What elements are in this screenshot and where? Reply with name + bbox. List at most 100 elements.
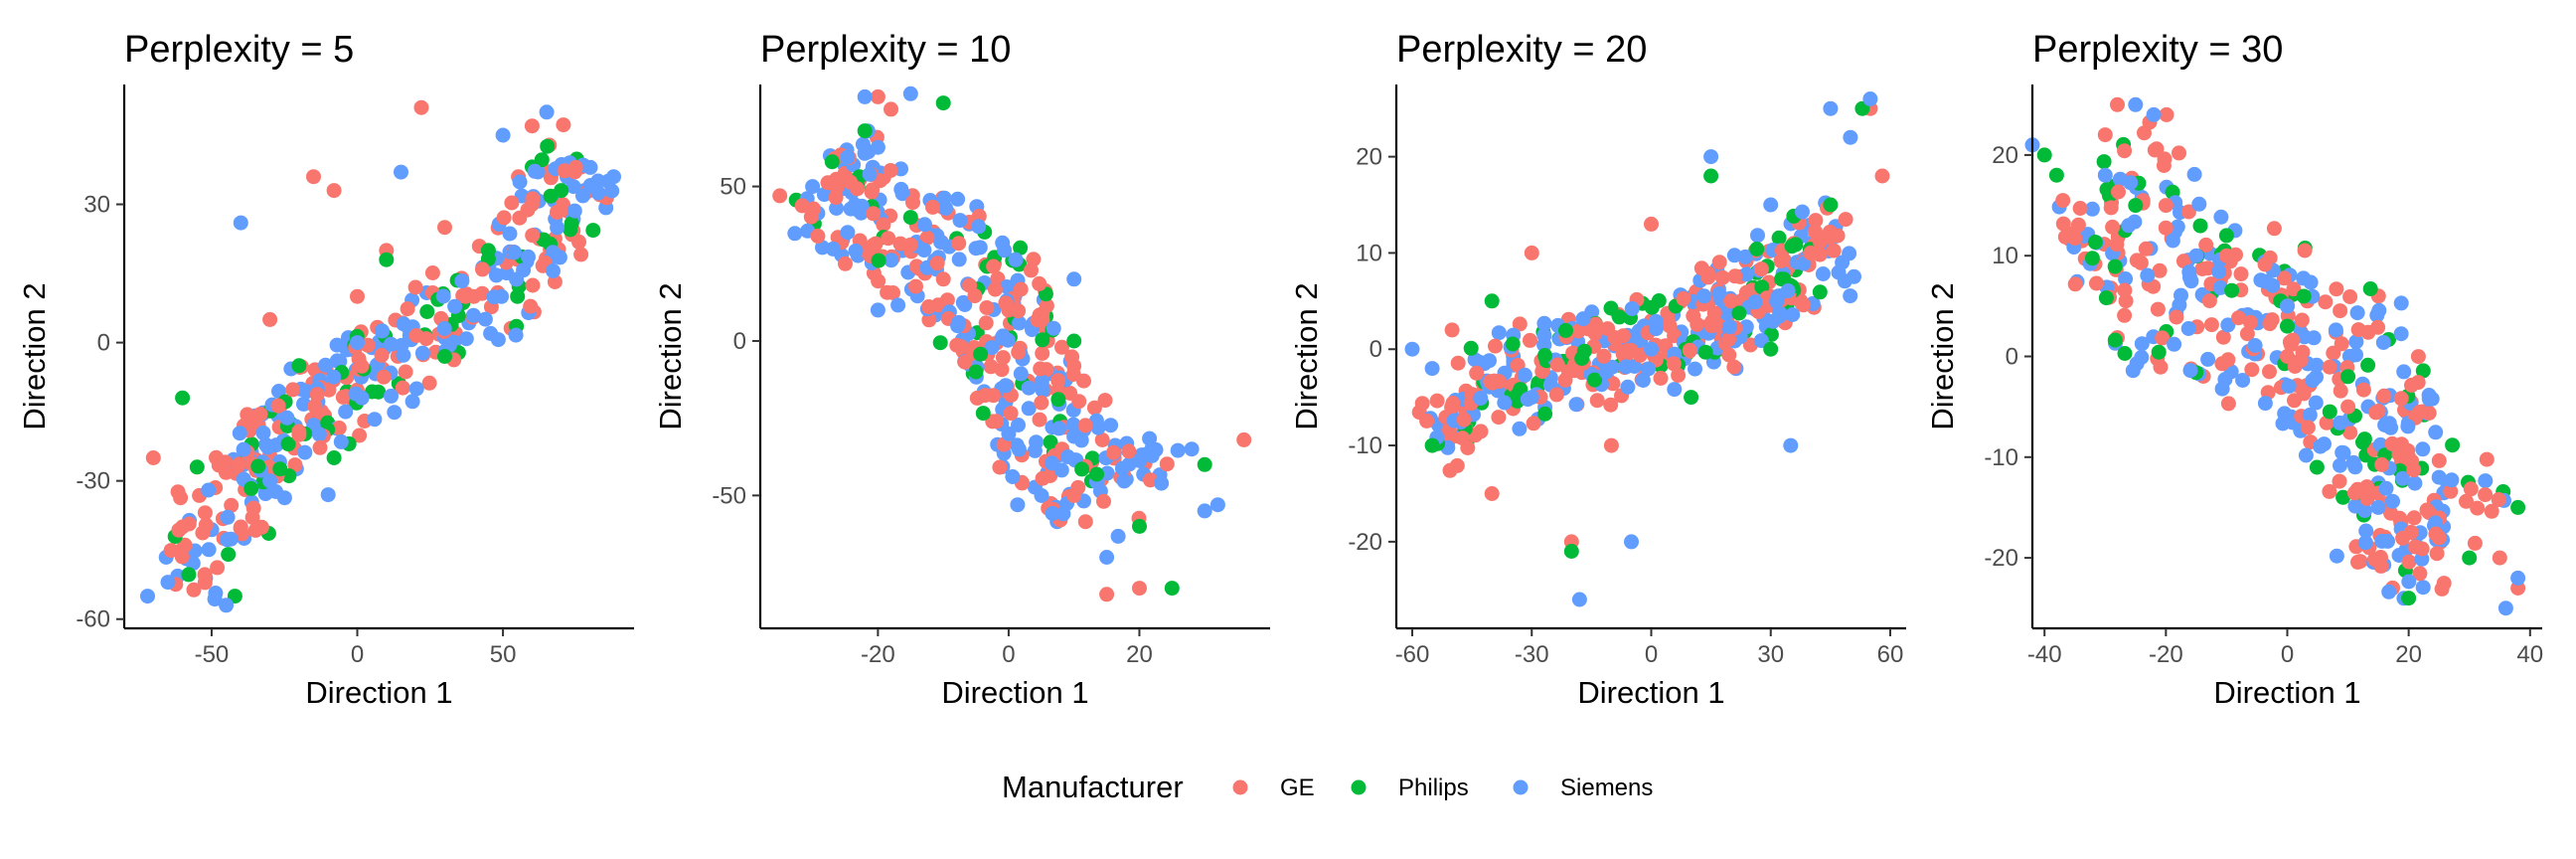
point-ge: [1159, 456, 1175, 472]
point-siemens: [2497, 601, 2513, 616]
point-philips: [2415, 363, 2431, 379]
point-ge: [2157, 151, 2173, 167]
point-ge: [2150, 301, 2166, 317]
point-siemens: [223, 531, 239, 547]
point-siemens: [1575, 311, 1591, 327]
panel-title: Perplexity = 5: [124, 29, 354, 71]
point-ge: [174, 549, 190, 565]
point-ge: [573, 247, 589, 262]
point-siemens: [787, 226, 803, 242]
point-siemens: [884, 253, 899, 268]
y-tick-label: -20: [1348, 529, 1382, 556]
point-siemens: [1103, 418, 1119, 433]
point-ge: [1071, 394, 1087, 410]
point-ge: [1607, 330, 1623, 345]
point-siemens: [2431, 469, 2447, 485]
point-siemens: [2302, 407, 2318, 423]
point-siemens: [236, 441, 251, 457]
point-siemens: [2335, 445, 2351, 460]
point-siemens: [2381, 584, 2397, 600]
point-ge: [2220, 396, 2236, 412]
point-ge: [1690, 316, 1705, 332]
point-ge: [218, 454, 234, 470]
point-ge: [806, 201, 822, 217]
x-tick-label: 30: [1757, 641, 1784, 668]
point-philips: [2151, 344, 2167, 360]
point-ge: [2414, 541, 2430, 557]
point-siemens: [396, 347, 411, 363]
point-ge: [2342, 425, 2358, 440]
point-ge: [1094, 432, 1110, 447]
x-axis-title: Direction 1: [941, 675, 1088, 710]
point-ge: [2322, 359, 2337, 375]
point-philips: [968, 364, 984, 380]
point-siemens: [1524, 390, 1539, 406]
point-siemens: [297, 444, 313, 460]
point-ge: [994, 362, 1010, 378]
point-ge: [2346, 485, 2362, 501]
point-philips: [564, 216, 579, 232]
point-siemens: [1571, 592, 1587, 607]
x-tick-label: 20: [1126, 641, 1153, 668]
point-ge: [195, 525, 211, 541]
point-siemens: [1796, 256, 1812, 271]
point-siemens: [512, 174, 528, 190]
point-ge: [1419, 413, 1435, 429]
point-ge: [455, 287, 471, 303]
point-ge: [2300, 420, 2316, 435]
point-siemens: [1051, 421, 1067, 436]
point-siemens: [984, 340, 1000, 356]
point-ge: [987, 281, 1003, 297]
point-siemens: [902, 86, 918, 101]
point-siemens: [1110, 528, 1126, 544]
point-siemens: [447, 298, 463, 314]
point-philips: [1788, 237, 1804, 253]
point-siemens: [1747, 294, 1763, 310]
point-ge: [868, 236, 884, 252]
point-siemens: [2165, 233, 2180, 249]
x-tick-label: -40: [2027, 641, 2062, 668]
point-siemens: [1001, 426, 1017, 441]
x-axis-title: Direction 1: [1577, 675, 1724, 710]
point-siemens: [840, 225, 856, 241]
point-siemens: [1132, 452, 1148, 468]
point-ge: [2467, 535, 2483, 551]
point-philips: [1424, 437, 1440, 453]
point-siemens: [890, 297, 906, 313]
point-ge: [1484, 486, 1500, 501]
x-tick-label: -50: [195, 641, 230, 668]
point-siemens: [2347, 498, 2363, 514]
point-ge: [2376, 388, 2392, 404]
point-ge: [828, 190, 844, 206]
point-philips: [1132, 518, 1147, 534]
point-ge: [1032, 275, 1047, 291]
point-ge: [1132, 581, 1147, 597]
point-ge: [838, 256, 853, 271]
point-ge: [2322, 483, 2337, 499]
point-siemens: [2140, 267, 2156, 283]
point-ge: [1666, 356, 1682, 372]
point-ge: [2233, 266, 2249, 282]
point-siemens: [1536, 327, 1552, 343]
point-ge: [2459, 493, 2474, 509]
point-philips: [2218, 228, 2234, 244]
panel-title: Perplexity = 30: [2032, 29, 2283, 71]
point-siemens: [329, 337, 345, 353]
point-ge: [2384, 435, 2400, 451]
point-siemens: [326, 369, 342, 385]
point-ge: [400, 301, 415, 317]
point-siemens: [1763, 197, 1779, 213]
point-ge: [2158, 198, 2174, 214]
point-philips: [291, 358, 307, 374]
point-siemens: [968, 241, 984, 257]
point-ge: [2147, 142, 2163, 158]
point-siemens: [938, 200, 954, 216]
point-siemens: [857, 88, 873, 104]
point-ge: [1671, 368, 1687, 383]
point-ge: [1727, 268, 1743, 284]
points: [2024, 96, 2526, 616]
point-ge: [331, 421, 347, 435]
point-ge: [1003, 406, 1019, 422]
point-ge: [395, 380, 410, 396]
